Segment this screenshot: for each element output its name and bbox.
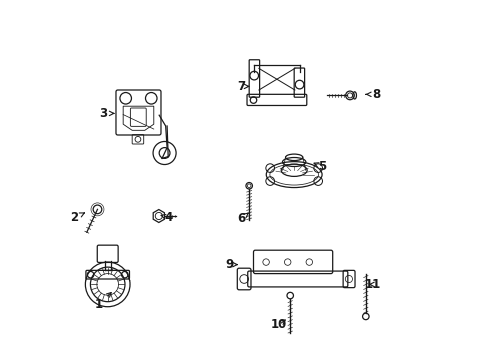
Text: 8: 8 [366,88,379,101]
Text: 3: 3 [99,107,114,120]
Text: 6: 6 [236,212,248,225]
Text: 10: 10 [270,318,286,331]
Text: 11: 11 [364,278,380,291]
Text: 2: 2 [70,211,84,224]
Text: 1: 1 [95,293,111,311]
Text: 4: 4 [161,211,173,224]
Text: 7: 7 [236,80,248,93]
Text: 5: 5 [313,160,325,173]
Text: 9: 9 [225,258,237,271]
